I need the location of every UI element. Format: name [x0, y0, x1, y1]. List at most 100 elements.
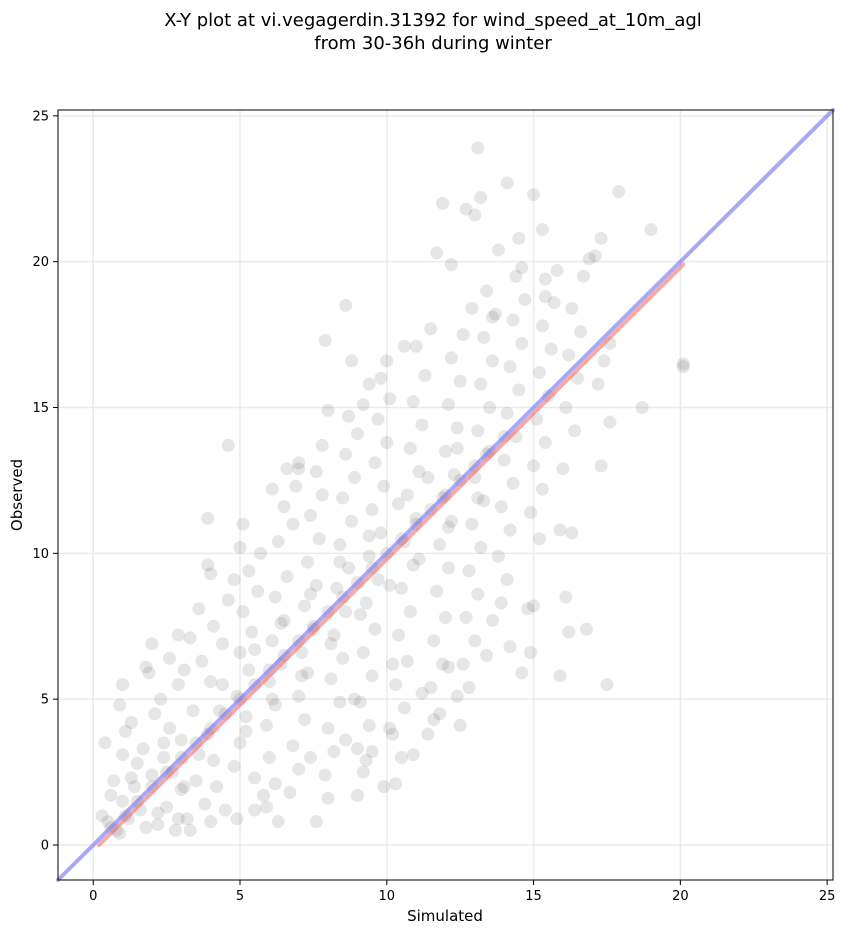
data-point-339 [292, 462, 306, 476]
data-point-92 [306, 622, 320, 636]
data-point-269 [676, 360, 690, 374]
data-point-317 [274, 616, 288, 630]
data-point-75 [277, 613, 291, 627]
data-point-219 [512, 383, 526, 397]
data-point-226 [521, 602, 535, 616]
x-tick-label-0: 0 [89, 889, 97, 904]
data-point-107 [333, 695, 347, 709]
data-point-177 [439, 444, 452, 458]
data-point-174 [444, 514, 458, 528]
data-point-6 [139, 821, 153, 834]
data-point-198 [483, 401, 497, 414]
data-point-130 [368, 622, 382, 636]
data-point-20 [151, 818, 165, 832]
y-axis-label: Observed [8, 459, 26, 531]
y-tick-label-0: 0 [41, 839, 49, 854]
chart-title-line1: X-Y plot at vi.vegagerdin.31392 for wind… [164, 10, 702, 31]
data-point-26 [180, 812, 194, 826]
data-point-12 [116, 678, 130, 692]
identity-line [56, 108, 835, 882]
data-point-266 [612, 185, 626, 199]
data-point-62 [236, 605, 250, 619]
data-point-98 [315, 488, 329, 502]
data-point-341 [356, 398, 370, 412]
data-point-357 [503, 640, 517, 654]
data-point-105 [327, 745, 341, 759]
data-point-57 [239, 710, 253, 724]
data-point-302 [207, 753, 221, 767]
data-point-30 [154, 692, 168, 706]
data-point-50 [227, 573, 241, 587]
data-point-336 [204, 567, 218, 581]
data-point-36 [171, 628, 185, 642]
data-point-115 [345, 514, 359, 528]
data-point-133 [362, 549, 376, 563]
data-point-40 [204, 815, 218, 829]
data-point-350 [415, 686, 429, 700]
data-point-234 [538, 436, 552, 449]
data-point-353 [347, 692, 361, 706]
data-point-67 [256, 788, 270, 802]
data-point-356 [485, 613, 499, 627]
data-point-323 [450, 441, 464, 455]
data-point-351 [386, 657, 400, 671]
data-point-264 [594, 459, 608, 473]
data-point-207 [471, 141, 485, 155]
data-point-168 [436, 657, 450, 671]
data-point-4 [127, 780, 141, 794]
data-point-35 [183, 631, 197, 645]
data-point-24 [157, 751, 171, 764]
data-point-186 [462, 681, 476, 694]
data-point-9 [116, 748, 130, 762]
data-point-312 [124, 771, 138, 785]
data-point-82 [280, 462, 294, 476]
data-point-147 [397, 701, 411, 715]
data-point-238 [544, 342, 558, 356]
data-point-44 [204, 675, 218, 689]
data-point-52 [221, 438, 235, 452]
data-point-170 [439, 611, 452, 624]
data-point-335 [177, 663, 191, 677]
data-point-193 [465, 517, 479, 531]
data-point-167 [424, 681, 438, 694]
data-point-273 [119, 809, 133, 823]
data-point-104 [318, 768, 332, 782]
data-point-159 [415, 418, 429, 432]
data-point-254 [562, 348, 576, 362]
data-point-236 [541, 389, 555, 403]
data-point-51 [201, 558, 215, 572]
data-point-307 [353, 608, 367, 622]
data-point-19 [136, 742, 150, 756]
fit-line [97, 262, 686, 847]
data-point-232 [535, 482, 549, 496]
data-point-355 [450, 689, 464, 703]
data-point-268 [644, 223, 658, 237]
data-point-95 [301, 555, 315, 569]
data-point-211 [500, 573, 514, 587]
data-point-300 [151, 806, 165, 820]
data-point-161 [418, 368, 432, 382]
data-point-31 [171, 678, 185, 692]
data-point-162 [409, 339, 423, 353]
data-point-260 [579, 622, 593, 636]
data-point-201 [477, 331, 491, 344]
data-point-117 [347, 471, 361, 484]
data-point-32 [142, 666, 156, 680]
data-point-189 [459, 611, 473, 624]
y-tick-label-5: 25 [32, 109, 49, 124]
data-point-49 [221, 593, 235, 607]
data-point-172 [441, 561, 455, 575]
data-point-308 [383, 578, 397, 592]
data-point-194 [477, 494, 491, 508]
data-point-242 [550, 263, 564, 277]
data-point-225 [512, 231, 526, 245]
data-point-322 [421, 471, 435, 484]
data-point-206 [468, 208, 482, 222]
data-point-151 [403, 605, 417, 619]
data-point-203 [480, 284, 494, 298]
data-point-359 [406, 748, 420, 762]
data-point-63 [251, 584, 265, 598]
chart-title-line2: from 30-36h during winter [314, 33, 552, 54]
data-point-262 [597, 354, 611, 368]
data-point-10 [119, 724, 133, 738]
